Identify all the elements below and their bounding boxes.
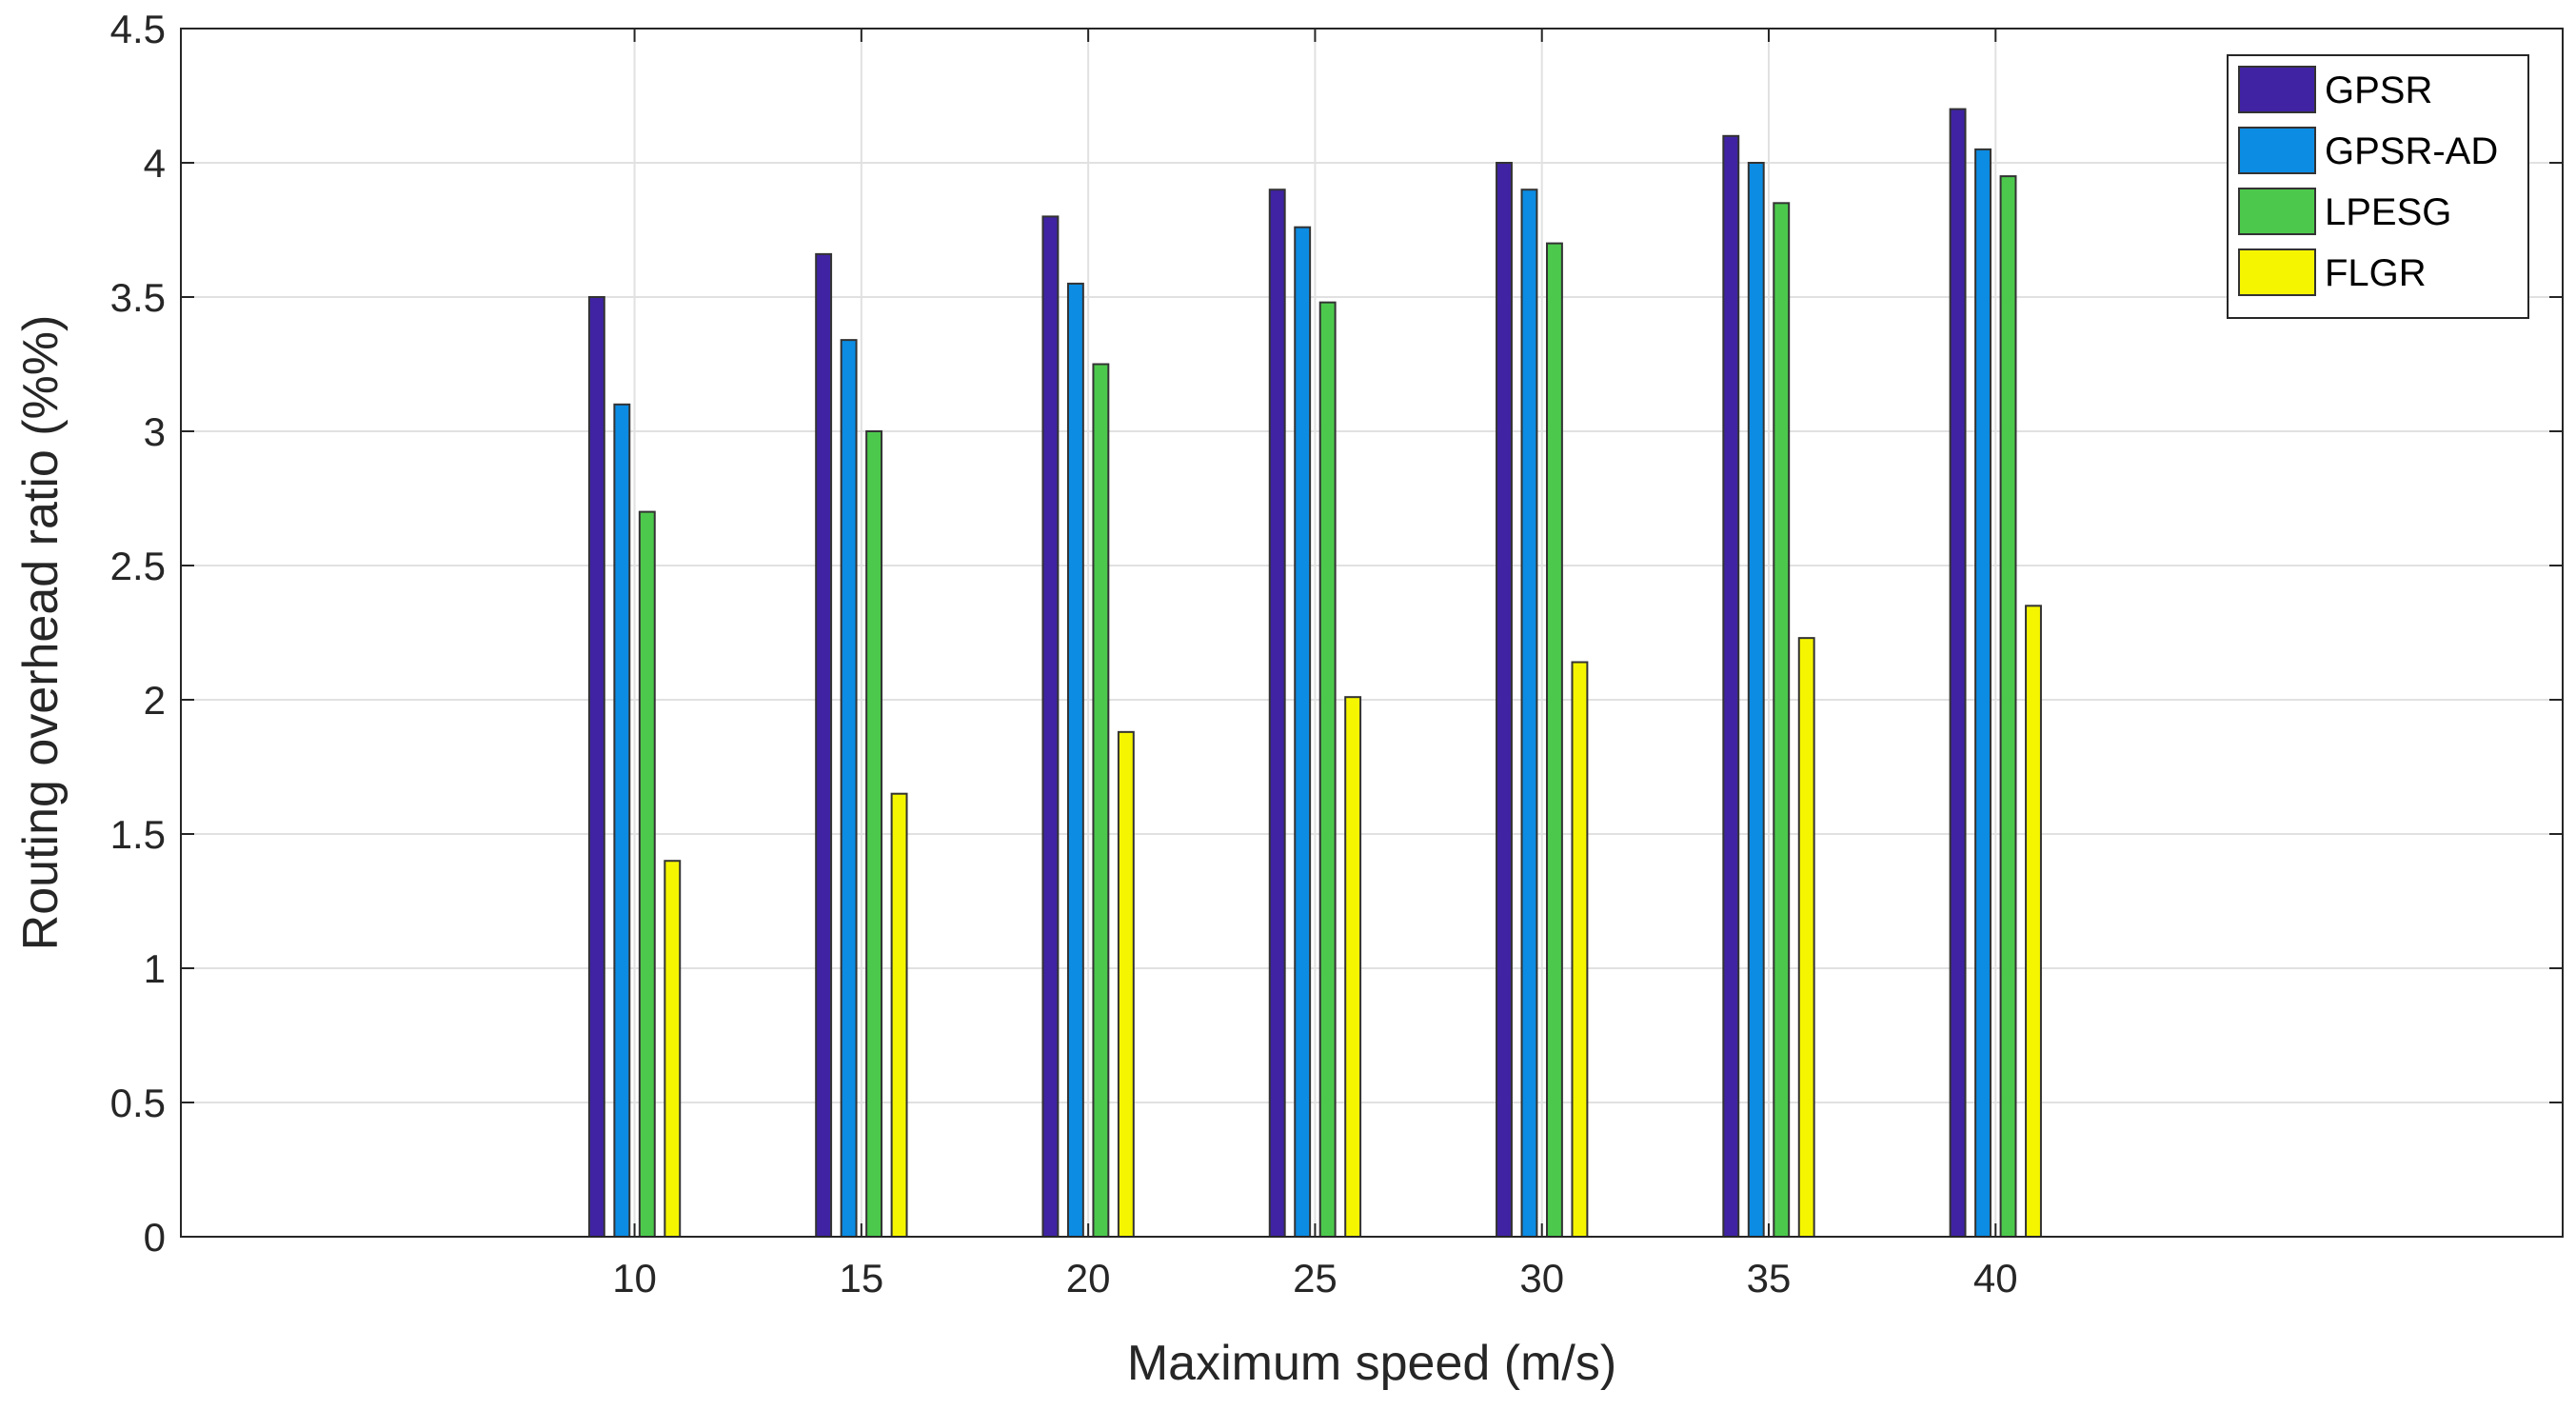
x-tick-label: 15 xyxy=(839,1256,883,1301)
legend-label-gpsr: GPSR xyxy=(2325,70,2432,111)
bar-flgr-10 xyxy=(664,860,682,1238)
bar-gpsr-10 xyxy=(587,296,605,1238)
bar-lpesg-30 xyxy=(1546,242,1563,1239)
x-axis-label: Maximum speed (m/s) xyxy=(1127,1336,1616,1391)
y-tick-label: 2.5 xyxy=(110,544,166,588)
bar-gpsr-ad-15 xyxy=(840,339,858,1238)
legend-label-lpesg: LPESG xyxy=(2325,191,2451,233)
y-axis-label: Routing overhead ratio (%%) xyxy=(13,315,69,951)
bar-gpsr-15 xyxy=(815,252,833,1238)
bar-lpesg-40 xyxy=(1999,175,2017,1239)
bars xyxy=(587,108,2042,1239)
y-tick-label: 4.5 xyxy=(110,7,166,51)
bar-lpesg-25 xyxy=(1318,301,1337,1238)
bar-gpsr-30 xyxy=(1496,162,1513,1238)
bar-gpsr-ad-40 xyxy=(1974,148,1991,1238)
legend-label-flgr: FLGR xyxy=(2325,252,2427,294)
bar-flgr-15 xyxy=(890,792,908,1238)
plot-frame xyxy=(180,28,2564,1238)
legend: GPSR GPSR-AD LPESG FLGR xyxy=(2227,54,2529,319)
x-axis-ticks: 10 15 20 25 30 35 40 xyxy=(612,29,2018,1301)
y-tick-label: 1 xyxy=(144,946,166,991)
legend-swatch-flgr xyxy=(2238,248,2316,296)
bar-gpsr-ad-25 xyxy=(1294,226,1312,1238)
bar-flgr-30 xyxy=(1571,661,1589,1238)
grid xyxy=(181,29,2563,1237)
bar-flgr-20 xyxy=(1117,730,1135,1238)
bar-flgr-35 xyxy=(1797,637,1815,1238)
y-tick-label: 3.5 xyxy=(110,275,166,320)
legend-label-gpsr-ad: GPSR-AD xyxy=(2325,130,2498,172)
bar-gpsr-25 xyxy=(1268,189,1286,1239)
y-tick-label: 2 xyxy=(144,678,166,723)
y-tick-label: 3 xyxy=(144,409,166,454)
bar-lpesg-15 xyxy=(865,430,883,1238)
bar-lpesg-10 xyxy=(638,510,656,1238)
y-tick-label: 4 xyxy=(144,141,166,186)
bar-lpesg-20 xyxy=(1092,363,1110,1238)
x-tick-label: 30 xyxy=(1519,1256,1564,1301)
bar-flgr-25 xyxy=(1344,696,1362,1238)
bar-gpsr-ad-20 xyxy=(1066,282,1084,1238)
bar-gpsr-ad-10 xyxy=(613,403,631,1238)
bar-gpsr-ad-30 xyxy=(1520,189,1538,1239)
bar-gpsr-ad-35 xyxy=(1747,162,1765,1238)
y-axis-ticks: 0 0.5 1 1.5 2 2.5 3 3.5 4 4.5 xyxy=(110,7,2563,1260)
bar-gpsr-40 xyxy=(1949,108,1967,1239)
x-tick-label: 20 xyxy=(1066,1256,1111,1301)
y-tick-label: 0 xyxy=(144,1215,166,1260)
bar-gpsr-35 xyxy=(1722,134,1740,1238)
y-tick-label: 0.5 xyxy=(110,1081,166,1125)
x-tick-label: 25 xyxy=(1293,1256,1338,1301)
legend-swatch-gpsr xyxy=(2238,66,2316,113)
x-tick-label: 40 xyxy=(1973,1256,2018,1301)
x-tick-label: 10 xyxy=(612,1256,657,1301)
y-tick-label: 1.5 xyxy=(110,812,166,857)
bar-flgr-40 xyxy=(2025,605,2042,1238)
bar-lpesg-35 xyxy=(1773,202,1791,1238)
bar-gpsr-20 xyxy=(1041,215,1060,1238)
legend-swatch-gpsr-ad xyxy=(2238,127,2316,174)
x-tick-label: 35 xyxy=(1747,1256,1792,1301)
legend-swatch-lpesg xyxy=(2238,188,2316,235)
